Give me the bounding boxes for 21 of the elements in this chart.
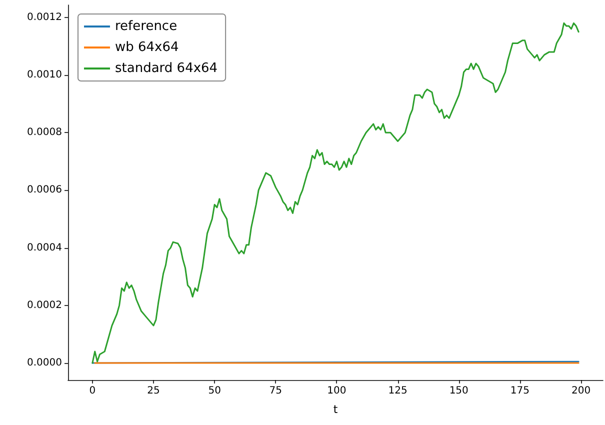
x-tick-label: 50 — [208, 386, 221, 396]
y-tick-label: 0.0004 — [27, 242, 62, 254]
legend-label: standard 64x64 — [115, 61, 218, 76]
x-tick-label: 100 — [327, 386, 346, 396]
x-tick-label: 25 — [147, 386, 160, 396]
y-tick-label: 0.0006 — [27, 184, 62, 196]
x-tick-label: 200 — [571, 386, 591, 396]
y-tick-label: 0.0012 — [27, 12, 62, 23]
x-axis-title: t — [333, 403, 338, 416]
y-tick-label: 0.0000 — [27, 358, 62, 369]
y-tick-label: 0.0010 — [27, 69, 62, 80]
x-tick-label: 150 — [449, 386, 468, 396]
x-tick-label: 0 — [89, 386, 96, 396]
y-tick-label: 0.0002 — [27, 300, 62, 311]
line-series — [92, 22, 580, 364]
x-tick-label: 175 — [510, 386, 530, 396]
x-tick-label: 125 — [388, 386, 408, 396]
x-tick-label: 75 — [269, 386, 282, 396]
y-tick-label: 0.0008 — [27, 127, 62, 138]
legend-label: wb 64x64 — [115, 40, 179, 55]
legend-label: reference — [115, 19, 178, 34]
